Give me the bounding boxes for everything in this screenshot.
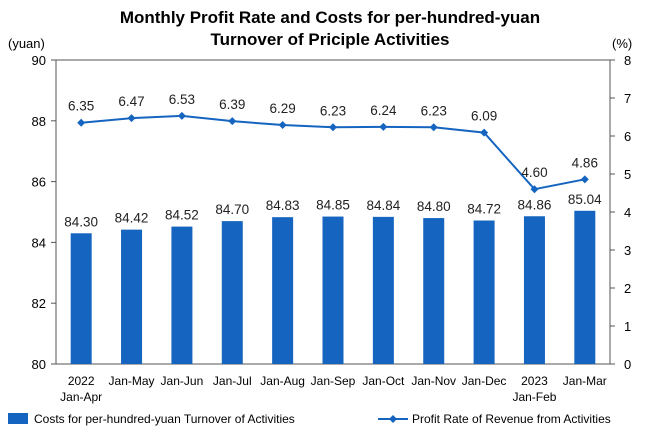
right-tick-label: 3 bbox=[624, 243, 631, 258]
bar bbox=[574, 210, 596, 364]
line-value-label: 6.35 bbox=[68, 99, 94, 114]
bar-value-label: 84.72 bbox=[467, 202, 501, 217]
line-value-label: 6.24 bbox=[370, 103, 397, 118]
bar-value-label: 84.86 bbox=[518, 197, 552, 212]
right-tick-label: 6 bbox=[624, 129, 631, 144]
left-tick-label: 80 bbox=[32, 357, 46, 372]
bar bbox=[423, 218, 445, 364]
line-point bbox=[480, 128, 489, 137]
line-point bbox=[228, 117, 237, 126]
legend-bar-swatch bbox=[8, 413, 28, 424]
line-value-label: 4.86 bbox=[572, 155, 598, 170]
left-tick-label: 90 bbox=[32, 53, 46, 68]
x-category-label: Jan-Mar bbox=[563, 374, 607, 388]
legend-bar-label: Costs for per-hundred-yuan Turnover of A… bbox=[34, 412, 295, 426]
left-tick-label: 88 bbox=[32, 114, 46, 129]
legend-line-marker bbox=[389, 415, 397, 423]
left-axis-unit: (yuan) bbox=[8, 36, 45, 51]
legend-line-label: Profit Rate of Revenue from Activities bbox=[412, 412, 611, 426]
bar-value-label: 84.70 bbox=[215, 202, 249, 217]
left-tick-label: 86 bbox=[32, 175, 46, 190]
x-category-label: Jan-Feb bbox=[512, 390, 556, 404]
bar-series bbox=[70, 210, 596, 364]
line-value-label: 6.23 bbox=[421, 103, 447, 118]
bar bbox=[322, 216, 344, 364]
bar-value-label: 84.84 bbox=[366, 198, 400, 213]
left-tick-label: 82 bbox=[32, 296, 46, 311]
line-value-label: 6.09 bbox=[471, 109, 497, 124]
right-tick-label: 8 bbox=[624, 53, 631, 68]
line-value-label: 6.29 bbox=[269, 101, 295, 116]
bar bbox=[171, 226, 193, 364]
right-tick-label: 4 bbox=[624, 205, 631, 220]
bar bbox=[473, 220, 495, 364]
line-value-label: 6.47 bbox=[118, 94, 144, 109]
x-category-label: Jan-Jul bbox=[213, 374, 252, 388]
x-category-label: Jan-Dec bbox=[462, 374, 507, 388]
right-tick-label: 0 bbox=[624, 357, 631, 372]
bar-value-label: 84.85 bbox=[316, 198, 350, 213]
bar bbox=[121, 229, 143, 364]
x-category-label: Jan-Apr bbox=[60, 390, 102, 404]
x-category-label: 2022 bbox=[68, 374, 95, 388]
line-value-label: 4.60 bbox=[521, 165, 547, 180]
bar-value-label: 84.80 bbox=[417, 199, 451, 214]
line-value-label: 6.53 bbox=[169, 92, 195, 107]
right-tick-label: 2 bbox=[624, 281, 631, 296]
left-tick-label: 84 bbox=[32, 235, 46, 250]
bar-value-label: 84.52 bbox=[165, 208, 199, 223]
right-tick-label: 7 bbox=[624, 91, 631, 106]
x-category-label: Jan-Aug bbox=[260, 374, 305, 388]
line-data-labels: 6.35 6.47 6.53 6.39 6.29 6.23 6.24 6.23 6.09 4.60… bbox=[68, 92, 598, 180]
bar-value-label: 84.83 bbox=[266, 198, 300, 213]
x-category-label: 2023 bbox=[521, 374, 548, 388]
bar bbox=[70, 233, 92, 364]
legend: Costs for per-hundred-yuan Turnover of A… bbox=[8, 412, 611, 426]
bar-value-label: 84.42 bbox=[115, 211, 149, 226]
right-tick-label: 1 bbox=[624, 319, 631, 334]
bar bbox=[272, 217, 294, 364]
line-point bbox=[77, 118, 86, 127]
line-point bbox=[278, 120, 287, 129]
line-point bbox=[580, 175, 589, 184]
line-point bbox=[379, 122, 388, 131]
x-category-label: Jan-Oct bbox=[362, 374, 405, 388]
line-point bbox=[177, 111, 186, 120]
right-axis-unit: (%) bbox=[612, 36, 632, 51]
bar-value-label: 85.04 bbox=[568, 192, 602, 207]
line-value-label: 6.39 bbox=[219, 97, 245, 112]
bar bbox=[221, 221, 243, 364]
left-axis-ticks: 80 82 84 86 88 90 bbox=[32, 53, 56, 372]
line-series bbox=[77, 111, 589, 194]
right-axis-ticks: 0 1 2 3 4 5 6 7 8 bbox=[610, 53, 631, 372]
line-value-label: 6.23 bbox=[320, 103, 346, 118]
line-point bbox=[127, 114, 136, 123]
line-point bbox=[429, 123, 438, 132]
chart-title-line-2: Turnover of Priciple Activities bbox=[210, 30, 449, 49]
bar bbox=[523, 216, 545, 364]
bar-value-label: 84.30 bbox=[64, 214, 98, 229]
line-point bbox=[530, 185, 539, 194]
x-category-label: Jan-Nov bbox=[411, 374, 456, 388]
x-category-label: Jan-Sep bbox=[311, 374, 356, 388]
bar bbox=[372, 216, 394, 364]
bar-data-labels: 84.30 84.42 84.52 84.70 84.83 84.85 84.84 84.80… bbox=[64, 192, 602, 229]
chart-title-line-1: Monthly Profit Rate and Costs for per-hu… bbox=[120, 8, 540, 27]
chart-title: Monthly Profit Rate and Costs for per-hu… bbox=[120, 8, 540, 49]
x-axis-categories: 2022 Jan-Apr Jan-May Jan-Jun Jan-Jul Jan-Aug J… bbox=[60, 374, 607, 404]
x-category-label: Jan-Jun bbox=[161, 374, 204, 388]
right-tick-label: 5 bbox=[624, 167, 631, 182]
x-category-label: Jan-May bbox=[109, 374, 155, 388]
line-point bbox=[329, 123, 337, 132]
